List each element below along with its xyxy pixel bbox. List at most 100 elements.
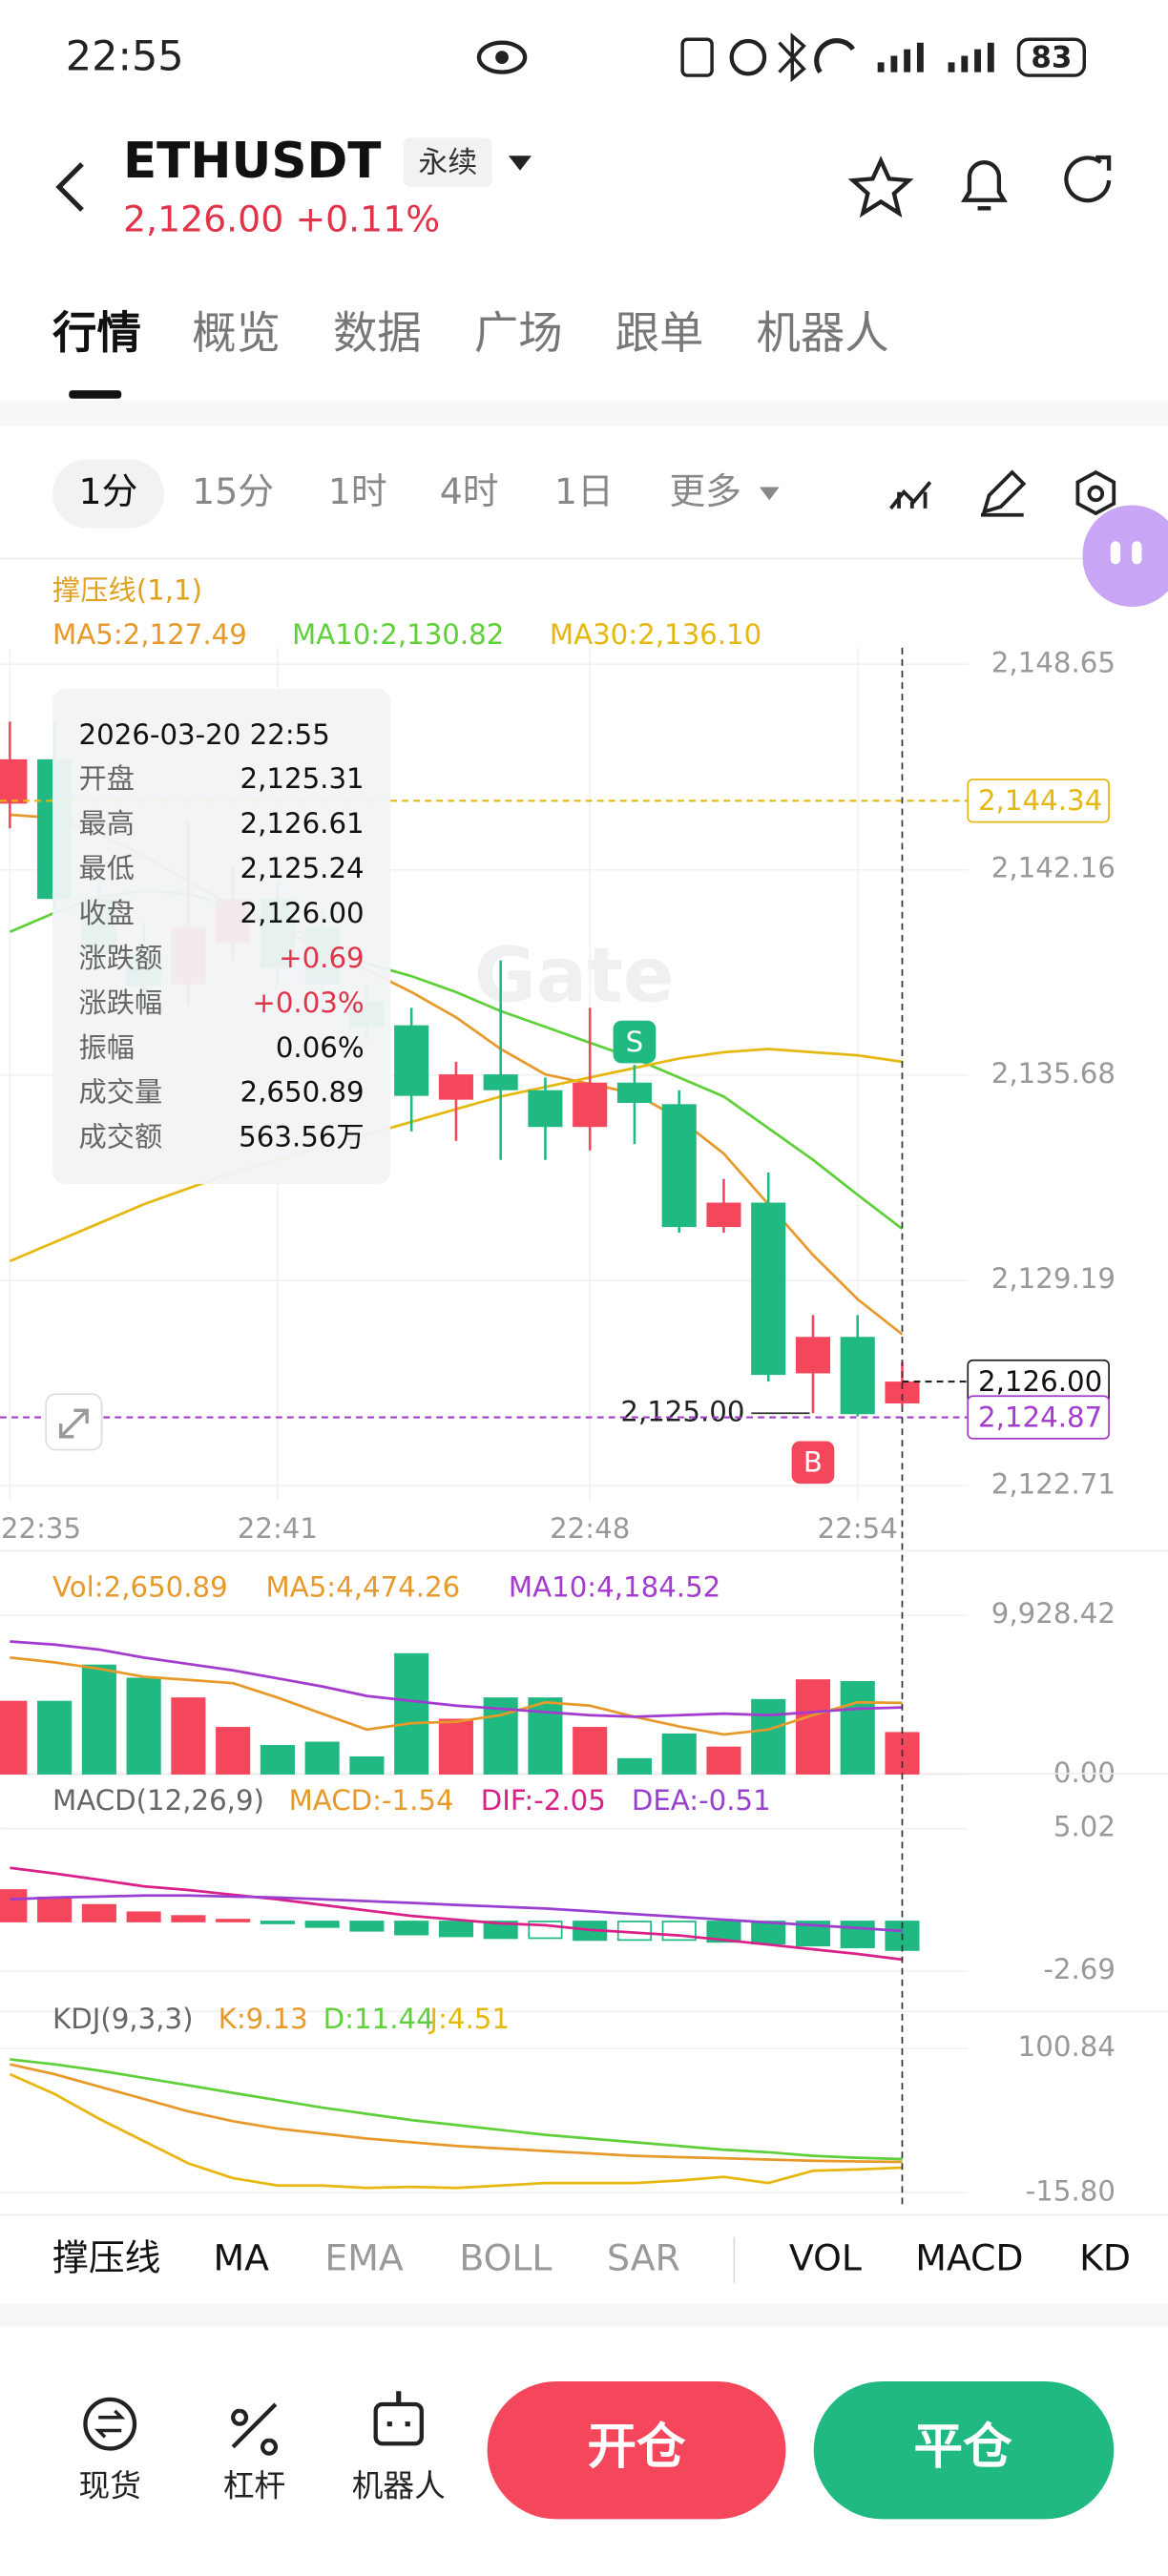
indicator-tab[interactable]: VOL xyxy=(789,2236,862,2278)
kdj-line xyxy=(9,2072,903,2190)
tooltip-time: 2026-03-20 22:55 xyxy=(79,718,330,751)
signal-marker xyxy=(791,1441,835,1485)
volume-bar xyxy=(37,1700,73,1775)
settings-button[interactable] xyxy=(1087,485,1105,503)
interval[interactable]: 1日 xyxy=(554,470,614,512)
contract-badge xyxy=(403,137,492,187)
price-tag-label: 2,126.00 xyxy=(978,1365,1102,1398)
back-button[interactable] xyxy=(55,162,84,212)
y-tick-label: 2,148.65 xyxy=(991,646,1116,678)
macd-bar xyxy=(0,1889,28,1922)
indicator-tab[interactable]: EMA xyxy=(324,2236,403,2278)
macd-bar xyxy=(260,1921,295,1924)
divider xyxy=(0,2304,1168,2328)
interval[interactable]: 4时 xyxy=(440,470,499,512)
tooltip-label: 最高 xyxy=(79,807,135,840)
close-position-button[interactable] xyxy=(813,2380,1115,2520)
spot-icon[interactable] xyxy=(83,2397,137,2451)
draw-tool[interactable] xyxy=(980,469,1027,517)
indicator-tab[interactable]: KD xyxy=(1079,2236,1131,2278)
signal-label: S xyxy=(626,1026,644,1058)
interval[interactable]: 1时 xyxy=(328,470,387,512)
open-position-label[interactable]: 开仓 xyxy=(587,2419,686,2476)
volume-bar xyxy=(706,1746,741,1775)
volume-bar xyxy=(438,1718,473,1775)
x-tick-label: 22:41 xyxy=(238,1512,318,1545)
y-tick-label: 2,142.16 xyxy=(991,852,1116,884)
candle-body xyxy=(616,1082,652,1103)
interval[interactable]: 更多 xyxy=(669,470,741,512)
favorite-button[interactable] xyxy=(847,156,914,218)
indicator-tab[interactable]: 撑压线 xyxy=(52,2236,160,2278)
close-position-label[interactable]: 平仓 xyxy=(914,2419,1013,2476)
indicator-tab[interactable]: BOLL xyxy=(459,2236,552,2278)
tooltip-value: +0.69 xyxy=(279,942,365,974)
open-position-button[interactable] xyxy=(487,2380,786,2520)
assistant-bubble[interactable] xyxy=(1082,505,1168,608)
bot-icon xyxy=(386,2391,410,2427)
interval-bar: 1分 15分 1时 4时 1日 更多 xyxy=(52,459,741,529)
candle-body xyxy=(840,1337,875,1415)
watermark: Gate xyxy=(474,931,675,1019)
share-button[interactable] xyxy=(1064,155,1112,203)
symbol-dropdown[interactable] xyxy=(508,156,532,171)
assistant-eye xyxy=(1132,541,1142,565)
tab[interactable]: 跟单 xyxy=(615,307,704,359)
x-tick-label: 22:54 xyxy=(818,1512,898,1545)
signal-marker xyxy=(613,1020,657,1064)
tooltip-value: 2,125.24 xyxy=(240,852,365,884)
tooltip-value: 0.06% xyxy=(276,1031,365,1064)
tooltip-label: 成交额 xyxy=(79,1121,163,1153)
divider xyxy=(0,2213,1168,2216)
ma-line xyxy=(10,1640,903,1718)
legend: DIF:-2.05 xyxy=(481,1784,606,1817)
symbol[interactable]: ETHUSDT xyxy=(123,133,381,190)
candle-body xyxy=(751,1202,786,1376)
margin-icon[interactable] xyxy=(231,2402,279,2456)
legend: D:11.44 xyxy=(323,2003,434,2035)
bluetooth-icon xyxy=(778,32,806,83)
tab-indicator xyxy=(69,390,122,399)
tab[interactable]: 机器人 xyxy=(756,307,888,359)
hotspot-icon xyxy=(814,38,856,74)
macd-bar xyxy=(438,1921,473,1938)
tab[interactable]: 数据 xyxy=(333,307,422,359)
tooltip-label: 收盘 xyxy=(79,897,135,929)
macd-bar xyxy=(706,1921,741,1943)
alert-button[interactable] xyxy=(961,160,1008,211)
candle-body xyxy=(573,1082,608,1128)
signal-label: B xyxy=(803,1446,823,1479)
signal-icon xyxy=(948,42,994,73)
macd-bar xyxy=(171,1915,206,1922)
volume-bar xyxy=(661,1733,697,1775)
indicator-tab[interactable]: MACD xyxy=(915,2236,1023,2278)
tab[interactable]: 广场 xyxy=(474,307,563,359)
low-label: 2,125.00 xyxy=(620,1395,744,1427)
price-tag-label: 2,124.87 xyxy=(978,1401,1102,1433)
y-tick-label: 2,122.71 xyxy=(991,1467,1116,1500)
macd-bar xyxy=(394,1921,429,1936)
more-caret xyxy=(759,487,780,501)
indicator-tab[interactable]: SAR xyxy=(607,2236,680,2278)
interval[interactable]: 15分 xyxy=(192,470,274,512)
price-tag-label: 2,144.34 xyxy=(978,784,1102,817)
tab[interactable]: 概览 xyxy=(192,307,281,359)
tab[interactable]: 行情 xyxy=(52,307,141,359)
y-tick-label: 2,135.68 xyxy=(991,1057,1116,1090)
legend: MA5:2,127.49 xyxy=(52,618,247,651)
indicator-tool[interactable] xyxy=(888,481,932,510)
volume-bar xyxy=(171,1697,206,1775)
nav-label[interactable]: 杠杆 xyxy=(223,2468,285,2504)
macd-bar xyxy=(751,1921,786,1945)
nav-label[interactable]: 现货 xyxy=(79,2468,141,2504)
y-tick-label: 0.00 xyxy=(1053,1756,1116,1789)
tooltip-label: 成交量 xyxy=(79,1076,163,1109)
nav-label[interactable]: 机器人 xyxy=(352,2468,446,2504)
candle-body xyxy=(528,1090,563,1128)
interval[interactable]: 1分 xyxy=(79,470,138,512)
legend: K:9.13 xyxy=(219,2003,308,2035)
settings-button[interactable] xyxy=(1075,469,1116,516)
macd-bar xyxy=(216,1919,251,1922)
indicator-tab[interactable]: MA xyxy=(214,2236,270,2278)
legend: J:4.51 xyxy=(428,2003,510,2035)
